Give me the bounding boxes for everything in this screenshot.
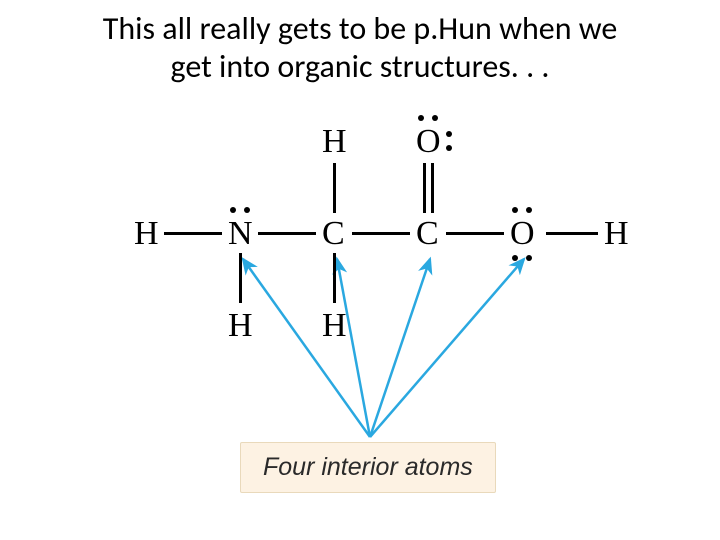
caption-box: Four interior atoms	[240, 442, 496, 493]
bond-9	[431, 163, 434, 213]
lone-pair-7	[526, 207, 532, 213]
title-line-1: This all really gets to be p.Hun when we	[103, 9, 618, 48]
lewis-structure-diagram: Four interior atoms H N C C O H H O H H	[80, 107, 640, 487]
lone-pair-9	[526, 255, 532, 261]
bond-5	[333, 163, 336, 213]
lone-pair-4	[446, 131, 452, 137]
title-line-2: get into organic structures. . .	[171, 47, 550, 86]
arrow-overlay	[80, 107, 640, 487]
arrow-0	[243, 259, 370, 437]
lone-pair-5	[446, 145, 452, 151]
atom-N: N	[228, 217, 253, 251]
atom-O_top: O	[416, 125, 441, 159]
bond-0	[164, 232, 222, 235]
lone-pair-2	[418, 115, 424, 121]
arrow-1	[337, 259, 370, 437]
bond-4	[546, 232, 598, 235]
bond-2	[352, 232, 410, 235]
atom-H_botC1: H	[322, 309, 347, 343]
caption-text: Four interior atoms	[263, 453, 473, 481]
atom-H_botN: H	[228, 309, 253, 343]
bond-7	[333, 253, 336, 303]
lone-pair-8	[512, 255, 518, 261]
lone-pair-1	[244, 207, 250, 213]
arrow-2	[370, 259, 430, 437]
bond-6	[239, 253, 242, 303]
bond-3	[446, 232, 504, 235]
arrow-3	[370, 259, 524, 437]
atom-C2: C	[416, 217, 439, 251]
slide-title: This all really gets to be p.Hun when we…	[0, 0, 720, 87]
atom-H_topC1: H	[322, 125, 347, 159]
atom-H_right: H	[604, 217, 629, 251]
atom-O_ring: O	[510, 217, 535, 251]
lone-pair-3	[432, 115, 438, 121]
atom-C1: C	[322, 217, 345, 251]
lone-pair-6	[512, 207, 518, 213]
atom-H_left: H	[134, 217, 159, 251]
lone-pair-0	[230, 207, 236, 213]
bond-8	[423, 163, 426, 213]
bond-1	[258, 232, 316, 235]
